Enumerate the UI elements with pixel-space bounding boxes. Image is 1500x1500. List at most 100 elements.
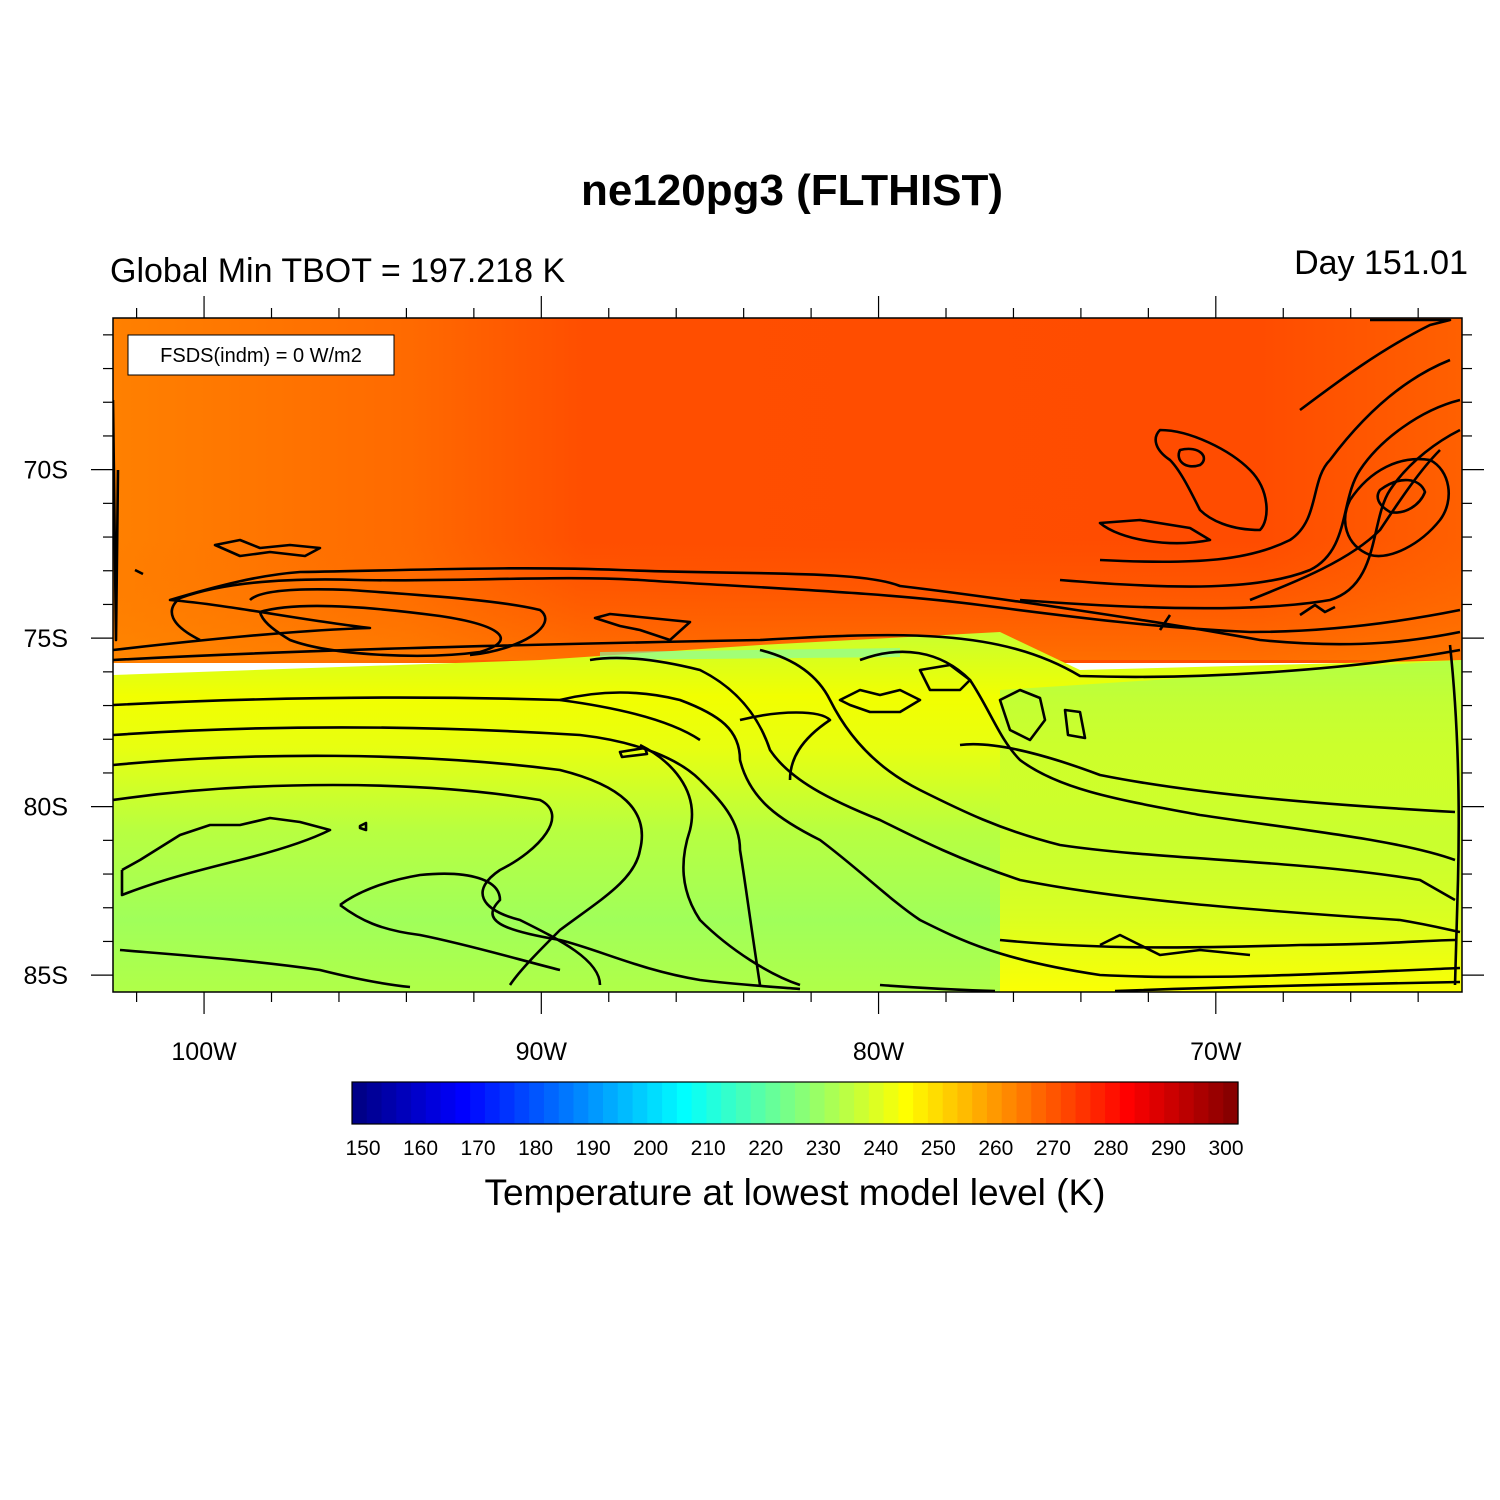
land-east-field [1000, 660, 1462, 992]
colorbar-cell [706, 1082, 722, 1124]
colorbar-cell [913, 1082, 929, 1124]
colorbar-cell [1031, 1082, 1047, 1124]
colorbar-cell [957, 1082, 973, 1124]
colorbar-cell [765, 1082, 781, 1124]
colorbar-cell [588, 1082, 604, 1124]
contour-line [879, 983, 996, 992]
colorbar-cell [795, 1082, 811, 1124]
contour-line [999, 938, 1456, 949]
contour-line [1343, 457, 1450, 558]
colorbar-cell [352, 1082, 368, 1124]
contour-line [1448, 644, 1461, 986]
contour-line [119, 948, 411, 989]
colorbar-cell [1046, 1082, 1062, 1124]
contour-line [998, 688, 1047, 742]
colorbar-tick-label: 240 [863, 1137, 898, 1160]
colorbar-cell [1149, 1082, 1165, 1124]
x-tick-label: 70W [1190, 1038, 1242, 1066]
contour-line [113, 783, 602, 986]
contour-line [838, 688, 922, 714]
x-tick-labels: 100W 90W 80W 70W [171, 1038, 1242, 1066]
colorbar-cell [662, 1082, 678, 1124]
x-tick-label: 100W [171, 1038, 237, 1066]
colorbar-cell [1016, 1082, 1032, 1124]
y-tick-label: 70S [24, 457, 68, 485]
colorbar-cell [573, 1082, 589, 1124]
colorbar-cell [721, 1082, 737, 1124]
colorbar-cell [854, 1082, 870, 1124]
x-tick-label: 80W [853, 1038, 905, 1066]
contour-line [1099, 358, 1451, 564]
y-tick-label: 85S [24, 962, 68, 990]
colorbar-frame [351, 1081, 1239, 1125]
colorbar-cell [1075, 1082, 1091, 1124]
colorbar-tick-label: 220 [748, 1137, 783, 1160]
contour-line [1098, 518, 1212, 545]
colorbar-cell [499, 1082, 516, 1124]
contour-line [113, 696, 701, 742]
colorbar-cell [647, 1082, 663, 1124]
plot-area [113, 318, 1462, 992]
contour-line [113, 633, 1461, 679]
colorbar-cell [1164, 1082, 1180, 1124]
colorbar-cell [396, 1082, 412, 1124]
colorbar-tick-label: 270 [1036, 1137, 1071, 1160]
colorbar-cell [558, 1082, 575, 1124]
colorbar-tick-label: 160 [403, 1137, 438, 1160]
colorbar-cell [986, 1082, 1003, 1124]
contour-line [1299, 318, 1452, 412]
colorbar-cell [381, 1082, 397, 1124]
colorbar-cell [1223, 1082, 1239, 1124]
y-tick-label: 75S [24, 625, 68, 653]
contour-line [859, 650, 1456, 862]
colorbar-cell [514, 1082, 530, 1124]
colorbar-cells [352, 1082, 1239, 1124]
x-tick-label: 90W [516, 1038, 568, 1066]
contour-line [639, 743, 801, 987]
colorbar-tick-label: 230 [806, 1137, 841, 1160]
contour-line [213, 538, 322, 558]
colorbar-cell [750, 1082, 767, 1124]
colorbar-cell [972, 1082, 988, 1124]
y-tick-labels: 70S 75S 80S 85S [24, 457, 68, 991]
colorbar-tick-label: 190 [576, 1137, 611, 1160]
contour-line [358, 821, 368, 832]
colorbar-cell [425, 1082, 442, 1124]
contour-line [249, 588, 547, 657]
contour-line [134, 568, 144, 576]
contour-line [170, 576, 1461, 642]
annotation-frame [127, 334, 395, 376]
colorbar-cell [1060, 1082, 1077, 1124]
contour-line [1249, 449, 1441, 602]
contour-line [739, 711, 832, 781]
contour-line [1177, 447, 1206, 468]
contour-line [759, 648, 1456, 902]
contour-line [113, 726, 701, 781]
colorbar-tick-label: 300 [1208, 1137, 1243, 1160]
contour-line [113, 754, 644, 986]
colorbar-cell [366, 1082, 383, 1124]
chart-title: ne120pg3 (FLTHIST) [581, 166, 1003, 215]
colorbar-cell [1119, 1082, 1136, 1124]
colorbar-tick-label: 250 [921, 1137, 956, 1160]
annotation-box: FSDS(indm) = 0 W/m2 [127, 334, 395, 376]
colorbar-cell [470, 1082, 486, 1124]
contour-line [1063, 708, 1087, 740]
colorbar-cell [883, 1082, 899, 1124]
colorbar-tick-label: 150 [345, 1137, 380, 1160]
colorbar-cell [691, 1082, 707, 1124]
colorbar-cell [676, 1082, 693, 1124]
contour-line [589, 656, 1461, 934]
contour-line [258, 604, 503, 658]
cyan-coast-strip [600, 648, 900, 660]
colorbar-cell [809, 1082, 826, 1124]
colorbar-cell [529, 1082, 545, 1124]
colorbar-cell [411, 1082, 427, 1124]
colorbar-tick-label: 290 [1151, 1137, 1186, 1160]
axis-ticks [91, 296, 1484, 1014]
colorbar-cell [1090, 1082, 1106, 1124]
colorbar-cell [603, 1082, 619, 1124]
colorbar-cell [1001, 1082, 1018, 1124]
contour-line [339, 903, 561, 972]
y-tick-label: 80S [24, 794, 68, 822]
